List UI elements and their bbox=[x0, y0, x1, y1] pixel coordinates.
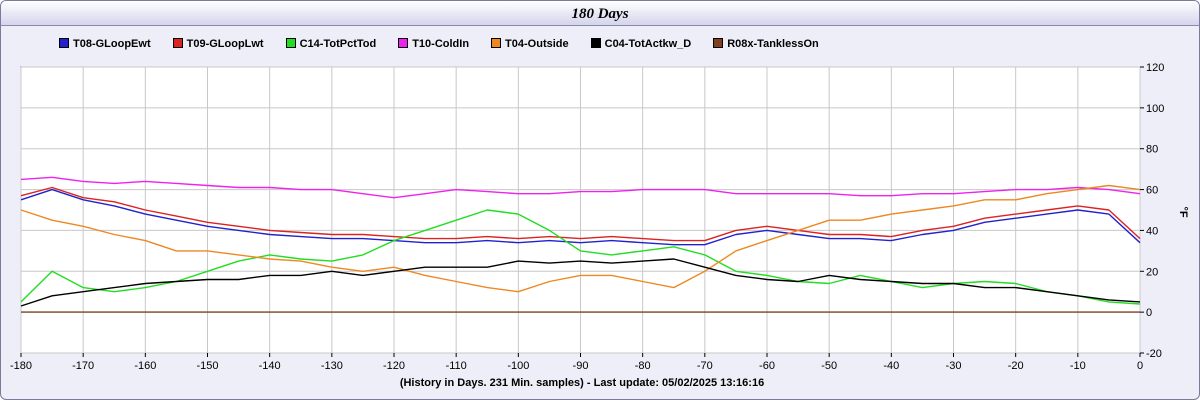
y-tick-label: 0 bbox=[1146, 307, 1152, 319]
legend-label: T08-GLoopEwt bbox=[73, 38, 151, 50]
x-tick-label: -90 bbox=[573, 360, 589, 372]
y-tick-label: 80 bbox=[1146, 144, 1158, 156]
x-tick-label: -40 bbox=[883, 360, 899, 372]
legend-item: C14-TotPctTod bbox=[285, 38, 377, 50]
x-tick-label: -20 bbox=[1008, 360, 1024, 372]
series-line-t04-outside bbox=[20, 184, 1141, 293]
x-tick-label: -30 bbox=[946, 360, 962, 372]
y-tick-label: -20 bbox=[1146, 348, 1162, 360]
x-tick-label: -180 bbox=[10, 360, 32, 372]
series-line-t08-gloopewt bbox=[20, 188, 1141, 246]
series-line-t10-coldin bbox=[20, 176, 1141, 199]
x-tick-label: 0 bbox=[1137, 360, 1143, 372]
x-tick-label: -60 bbox=[759, 360, 775, 372]
x-axis-label: (History in Days. 231 Min. samples) - La… bbox=[400, 377, 764, 389]
y-tick-label: 20 bbox=[1146, 266, 1158, 278]
legend-label: R08x-TanklessOn bbox=[727, 38, 819, 50]
y-tick-label: 120 bbox=[1146, 62, 1164, 74]
legend-label: T04-Outside bbox=[505, 38, 569, 50]
y-tick-label: 40 bbox=[1146, 225, 1158, 237]
legend-swatch bbox=[398, 38, 409, 48]
x-tick-label: -140 bbox=[259, 360, 281, 372]
y-tick-label: 100 bbox=[1146, 103, 1164, 115]
legend-swatch bbox=[491, 38, 502, 48]
legend-item: T09-GLoopLwt bbox=[172, 38, 264, 50]
legend-item: T10-ColdIn bbox=[398, 38, 469, 50]
x-tick-label: -150 bbox=[196, 360, 218, 372]
x-tick-label: -100 bbox=[507, 360, 529, 372]
x-tick-label: -110 bbox=[446, 360, 467, 372]
y-axis-ticks: -20 0 20 40 60 80 100 120 bbox=[1140, 62, 1164, 360]
legend-swatch bbox=[713, 38, 724, 48]
legend-label: T10-ColdIn bbox=[412, 38, 470, 50]
legend-item: R08x-TanklessOn bbox=[713, 38, 819, 50]
series-group bbox=[20, 176, 1141, 313]
x-tick-label: -130 bbox=[321, 360, 343, 372]
series-line-t09-glooplwt bbox=[20, 186, 1141, 242]
legend-label: C14-TotPctTod bbox=[299, 38, 377, 50]
legend-swatch bbox=[59, 38, 69, 48]
x-tick-label: -120 bbox=[383, 360, 405, 372]
x-tick-label: -50 bbox=[821, 360, 837, 372]
x-tick-label: -10 bbox=[1070, 360, 1086, 372]
legend-item: C04-TotActkw_D bbox=[590, 38, 692, 50]
x-tick-label: -170 bbox=[72, 360, 94, 372]
y-tick-label: 60 bbox=[1146, 185, 1158, 197]
legend-label: T09-GLoopLwt bbox=[186, 38, 264, 50]
x-tick-label: -70 bbox=[697, 360, 713, 372]
legend-item: T08-GLoopEwt bbox=[59, 38, 151, 50]
chart-title: 180 Days bbox=[571, 6, 629, 22]
legend-item: T04-Outside bbox=[491, 38, 569, 50]
legend: T08-GLoopEwt T09-GLoopLwt C14-TotPctTod T10… bbox=[59, 38, 841, 52]
x-tick-label: -160 bbox=[134, 360, 156, 372]
legend-swatch bbox=[285, 38, 296, 48]
legend-swatch bbox=[172, 38, 183, 48]
x-tick-label: -80 bbox=[635, 360, 651, 372]
title-bar: 180 Days bbox=[1, 1, 1199, 26]
x-axis-ticks: -180 -170 -160 -150 -140 -130 -120 -110 -100 -90-… bbox=[10, 353, 1143, 372]
series-line-c04-totactkw-d bbox=[20, 258, 1141, 307]
y-axis-label: °F bbox=[1177, 206, 1189, 217]
legend-swatch bbox=[590, 38, 601, 48]
legend-label: C04-TotActkw_D bbox=[604, 38, 692, 50]
